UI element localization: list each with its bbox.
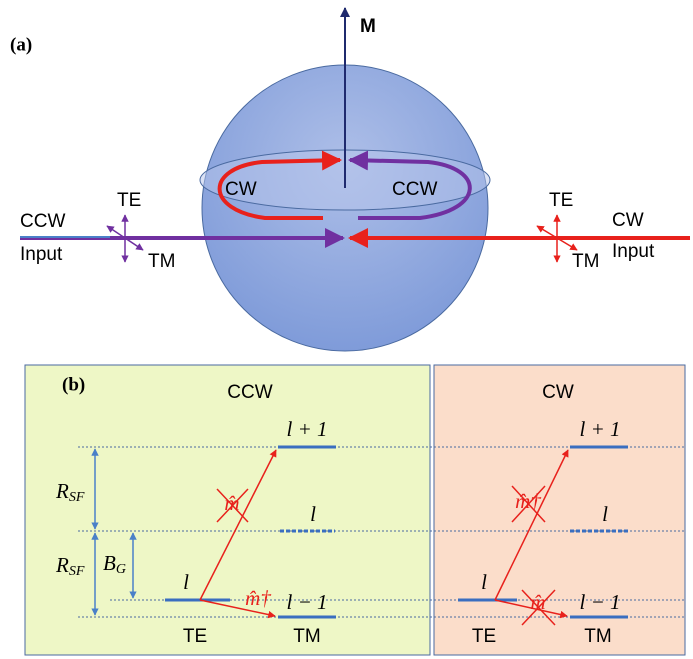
- te-label: TE: [117, 190, 141, 211]
- level-label: l − 1: [579, 590, 620, 614]
- direction-label: CW: [612, 210, 644, 231]
- level-label: l + 1: [579, 417, 620, 441]
- loop-label: CW: [225, 179, 257, 200]
- tm-label: TM: [148, 251, 175, 272]
- input-label: Input: [20, 244, 63, 265]
- panel-b: (b) CCW CW RSF RSF BG l l + 1 l l − 1 m̂…: [25, 365, 685, 655]
- subscript: SF: [69, 564, 85, 579]
- level-label: l + 1: [286, 417, 327, 441]
- mode-label: TE: [472, 626, 496, 647]
- level-label: l − 1: [286, 590, 327, 614]
- mode-label: TE: [183, 626, 207, 647]
- panel-a: (a) M CW CCW TE TM CCW Input TE TM CW In…: [10, 8, 690, 351]
- cw-box: [434, 365, 685, 655]
- tm-label: TM: [572, 251, 599, 272]
- operator: m̂†: [245, 586, 271, 610]
- input-label: Input: [612, 241, 655, 262]
- symbol: R: [55, 479, 69, 503]
- panel-label: (a): [10, 34, 32, 55]
- level-label: l: [310, 502, 316, 526]
- te-label: TE: [549, 190, 573, 211]
- loop-label: CCW: [392, 179, 437, 200]
- axis-label: M: [360, 16, 376, 37]
- subscript: G: [116, 562, 126, 577]
- direction-label: CCW: [20, 211, 65, 232]
- diagram: (a) M CW CCW TE TM CCW Input TE TM CW In…: [0, 0, 693, 659]
- level-label: l: [602, 502, 608, 526]
- level-label: l: [481, 570, 487, 594]
- subscript: SF: [69, 490, 85, 505]
- operator: m̂†: [515, 489, 541, 513]
- column-title: CW: [542, 382, 574, 403]
- level-label: l: [183, 570, 189, 594]
- symbol: B: [103, 551, 116, 575]
- mode-label: TM: [293, 626, 320, 647]
- symbol: R: [55, 553, 69, 577]
- mode-label: TM: [584, 626, 611, 647]
- column-title: CCW: [227, 382, 272, 403]
- panel-label: (b): [62, 374, 85, 395]
